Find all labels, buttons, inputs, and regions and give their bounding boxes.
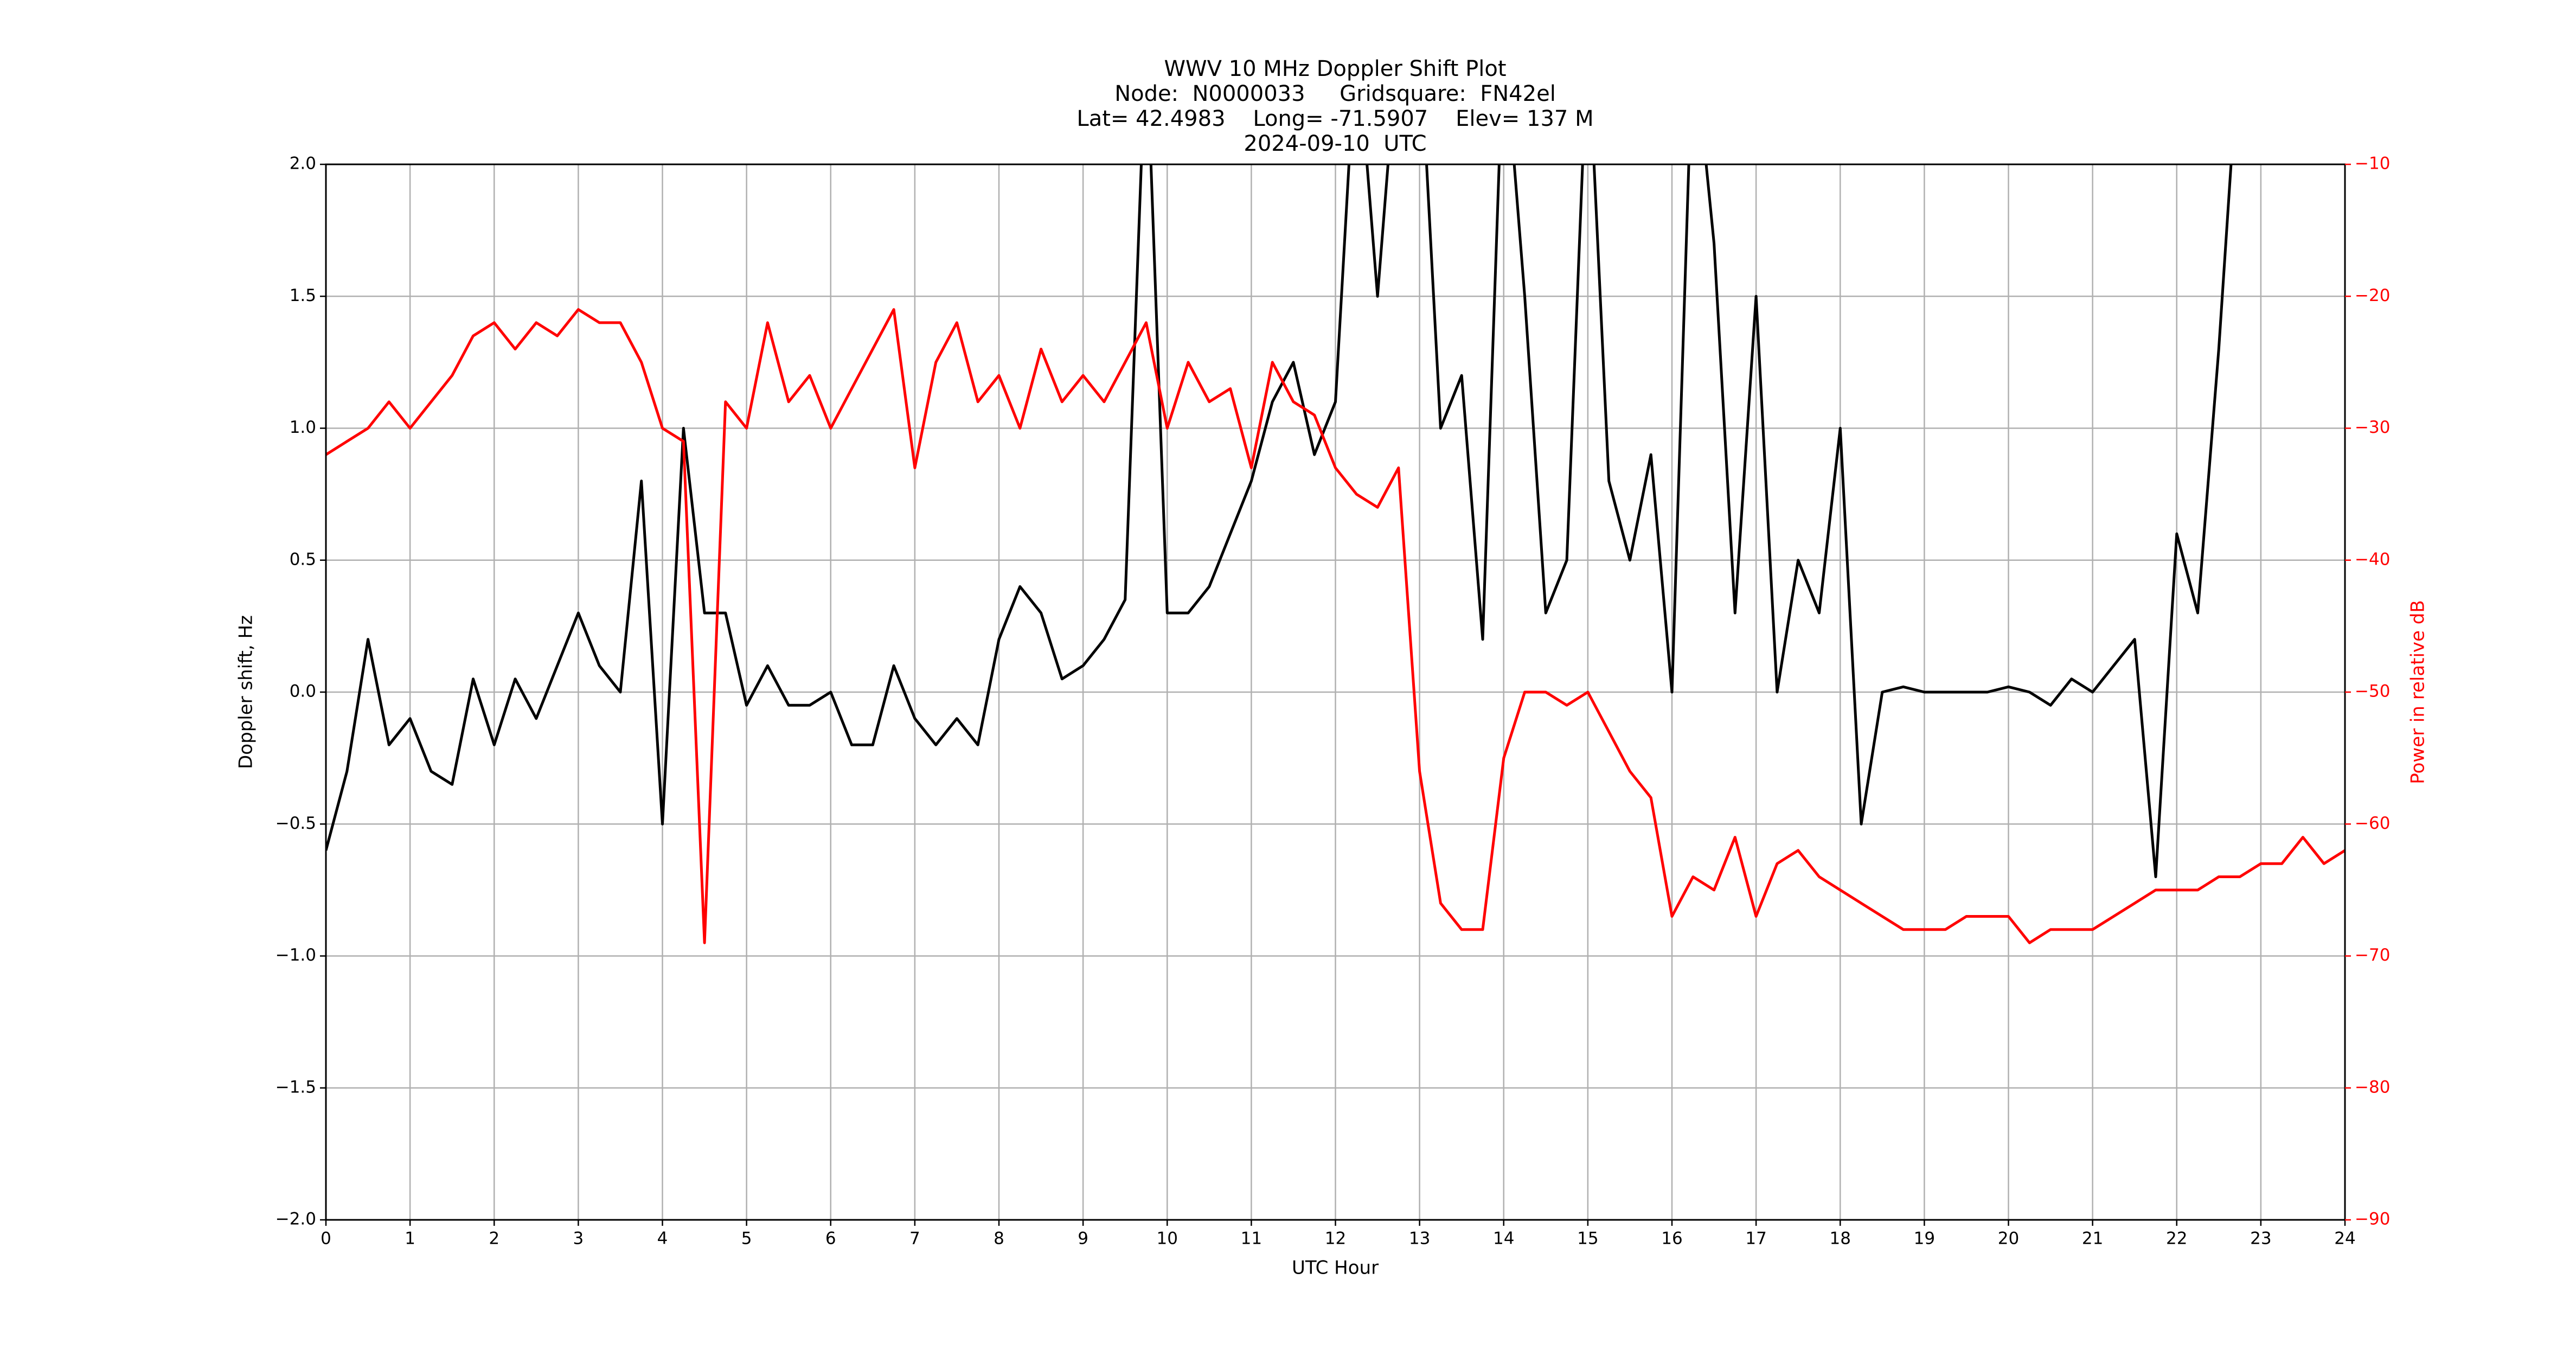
x-tick-label: 16 xyxy=(1661,1229,1682,1249)
x-tick-label: 20 xyxy=(1998,1229,2019,1249)
x-tick-label: 6 xyxy=(825,1229,836,1249)
x-tick-label: 23 xyxy=(2250,1229,2271,1249)
y-tick-label: 1.0 xyxy=(290,418,316,437)
x-tick-label: 15 xyxy=(1577,1229,1598,1249)
chart-title: Node: N0000033 Gridsquare: FN42el xyxy=(1114,81,1556,106)
x-axis-label: UTC Hour xyxy=(1292,1257,1379,1279)
x-tick-label: 17 xyxy=(1745,1229,1766,1249)
chart-title: Lat= 42.4983 Long= -71.5907 Elev= 137 M xyxy=(1076,106,1593,131)
y-tick-label: −2.0 xyxy=(275,1210,316,1229)
x-tick-label: 21 xyxy=(2082,1229,2103,1249)
y-tick-label: 1.5 xyxy=(290,286,316,305)
y2-axis-label: Power in relative dB xyxy=(2407,600,2429,784)
y2-tick-label: −90 xyxy=(2355,1210,2390,1229)
x-tick-label: 7 xyxy=(909,1229,920,1249)
x-tick-label: 3 xyxy=(573,1229,584,1249)
x-tick-label: 4 xyxy=(657,1229,668,1249)
y-tick-label: 2.0 xyxy=(290,154,316,174)
y-tick-label: −0.5 xyxy=(275,814,316,833)
y-tick-label: −1.0 xyxy=(275,945,316,965)
plot-area xyxy=(326,164,2345,944)
y2-tick-label: −80 xyxy=(2355,1077,2390,1097)
series-line xyxy=(326,308,2345,944)
x-tick-label: 19 xyxy=(1914,1229,1935,1249)
x-tick-label: 18 xyxy=(1830,1229,1851,1249)
x-tick-label: 14 xyxy=(1493,1229,1514,1249)
y-axis-label: Doppler shift, Hz xyxy=(235,615,257,769)
chart-title: 2024-09-10 UTC xyxy=(1244,131,1426,156)
chart-title: WWV 10 MHz Doppler Shift Plot xyxy=(1164,56,1506,81)
x-tick-label: 10 xyxy=(1157,1229,1178,1249)
x-tick-label: 8 xyxy=(994,1229,1004,1249)
ticks: 0 1 2 3 4 5 6 7 8 9 10 11 12 13 14 15 16 17 18 19 20 21 22 23 24… xyxy=(275,154,2391,1249)
x-tick-label: 5 xyxy=(741,1229,752,1249)
x-tick-label: 0 xyxy=(321,1229,331,1249)
y2-tick-label: −50 xyxy=(2355,682,2390,701)
series-line xyxy=(326,164,2233,878)
x-tick-label: 2 xyxy=(489,1229,499,1249)
x-tick-label: 22 xyxy=(2166,1229,2187,1249)
y2-tick-label: −10 xyxy=(2355,154,2390,174)
grid xyxy=(325,163,2346,1221)
x-tick-label: 24 xyxy=(2334,1229,2355,1249)
y2-tick-label: −70 xyxy=(2355,945,2390,965)
x-tick-label: 12 xyxy=(1325,1229,1346,1249)
x-tick-label: 9 xyxy=(1078,1229,1088,1249)
y2-tick-label: −20 xyxy=(2355,286,2390,305)
y-tick-label: 0.0 xyxy=(290,682,316,701)
y2-tick-label: −40 xyxy=(2355,549,2390,569)
y-tick-label: 0.5 xyxy=(290,549,316,569)
y2-tick-label: −60 xyxy=(2355,814,2390,833)
y2-tick-label: −30 xyxy=(2355,418,2390,437)
x-tick-label: 1 xyxy=(405,1229,415,1249)
x-tick-label: 13 xyxy=(1409,1229,1430,1249)
x-tick-label: 11 xyxy=(1241,1229,1262,1249)
y-tick-label: −1.5 xyxy=(275,1077,316,1097)
